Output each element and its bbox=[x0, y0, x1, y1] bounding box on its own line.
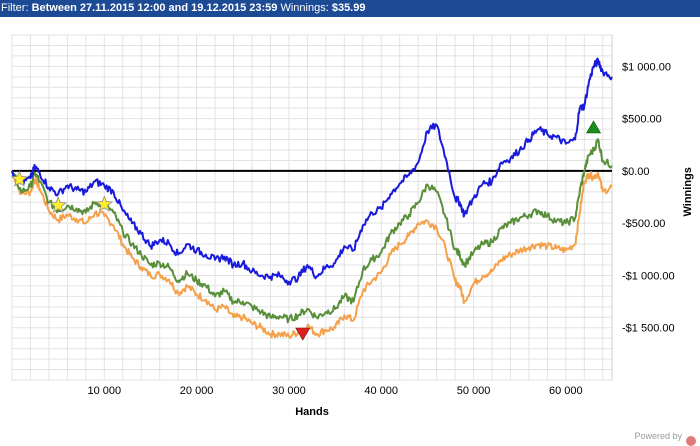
filter-prefix: Filter: bbox=[1, 2, 32, 14]
x-tick-label: 60 000 bbox=[549, 385, 583, 397]
x-tick-label: 20 000 bbox=[180, 385, 214, 397]
series-line bbox=[11, 170, 613, 339]
filter-range: Between 27.11.2015 12:00 and 19.12.2015 … bbox=[31, 2, 278, 14]
y-tick-label: $0.00 bbox=[622, 166, 650, 178]
winnings-value: $35.99 bbox=[331, 2, 366, 14]
winnings-chart: 10 000 20 000 30 000 40 000 50 000 60 000 $1 0… bbox=[10, 34, 694, 417]
filter-bar: Filter: Between 27.11.2015 12:00 and 19.… bbox=[0, 0, 700, 17]
y-tick-label: $1 000.00 bbox=[622, 61, 671, 73]
y-tick-label: $500.00 bbox=[622, 114, 662, 126]
star-marker-icon bbox=[10, 170, 29, 187]
x-tick-label: 50 000 bbox=[457, 385, 491, 397]
chart-ticks: 10 000 20 000 30 000 40 000 50 000 60 000 $1 0… bbox=[87, 61, 674, 397]
chart-grid bbox=[11, 34, 613, 381]
x-axis-title: Hands bbox=[295, 406, 329, 417]
max-triangle-marker-icon bbox=[586, 120, 602, 134]
y-tick-label: -$1 000.00 bbox=[622, 270, 675, 282]
chart-series bbox=[11, 57, 613, 339]
star-marker-icon bbox=[49, 196, 67, 213]
brand-logo-icon bbox=[686, 436, 696, 446]
chart-markers bbox=[10, 120, 602, 341]
x-tick-label: 30 000 bbox=[272, 385, 306, 397]
plot-area bbox=[11, 34, 613, 381]
min-triangle-marker-icon bbox=[295, 327, 311, 341]
x-tick-label: 10 000 bbox=[87, 385, 121, 397]
y-tick-label: -$1 500.00 bbox=[622, 323, 675, 335]
series-line bbox=[11, 138, 613, 324]
series-line bbox=[11, 57, 613, 286]
star-marker-icon bbox=[95, 195, 113, 212]
y-axis-title: Winnings bbox=[682, 167, 694, 216]
powered-by-text: Powered by bbox=[634, 431, 682, 441]
y-tick-label: -$500.00 bbox=[622, 218, 665, 230]
winnings-label: Winnings: bbox=[280, 2, 332, 14]
x-tick-label: 40 000 bbox=[364, 385, 398, 397]
